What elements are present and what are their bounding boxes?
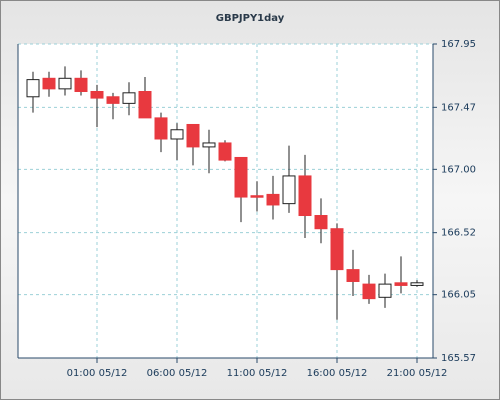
candle-body — [186, 123, 200, 148]
candle-body — [378, 283, 392, 298]
candle-body — [410, 282, 424, 286]
x-tick-label: 11:00 05/12 — [227, 368, 288, 379]
candle-body — [266, 193, 280, 206]
y-tick-label: 167.95 — [441, 39, 476, 50]
candle-body — [394, 282, 408, 286]
y-tick-label: 165.57 — [441, 353, 476, 364]
plot-area — [18, 44, 433, 358]
candle-body — [298, 175, 312, 217]
x-tick-label: 06:00 05/12 — [147, 368, 208, 379]
candle-body — [346, 269, 360, 282]
candle-body — [250, 195, 264, 198]
chart-title: GBPJPY1day — [216, 13, 285, 24]
x-tick-label: 01:00 05/12 — [67, 368, 128, 379]
candle-body — [170, 129, 184, 140]
candle-body — [138, 90, 152, 119]
candle-body — [330, 228, 344, 271]
x-tick-label: 21:00 05/12 — [387, 368, 448, 379]
candle-body — [282, 175, 296, 205]
candle-body — [202, 142, 216, 148]
x-tick-label: 16:00 05/12 — [307, 368, 368, 379]
y-tick-label: 167.47 — [441, 102, 476, 113]
y-tick-label: 167.00 — [441, 164, 476, 175]
y-tick-label: 166.52 — [441, 228, 476, 239]
candle-body — [58, 77, 72, 90]
candle-body — [234, 156, 248, 198]
candle-body — [218, 142, 232, 161]
candle-body — [106, 96, 120, 104]
candle-body — [154, 117, 168, 140]
candle-body — [26, 79, 40, 98]
y-tick-label: 166.05 — [441, 290, 476, 301]
candle-body — [74, 77, 88, 92]
candle-body — [42, 77, 56, 90]
candle-body — [314, 215, 328, 230]
candle-body — [90, 90, 104, 99]
candle-body — [122, 92, 136, 104]
candle-body — [362, 283, 376, 300]
